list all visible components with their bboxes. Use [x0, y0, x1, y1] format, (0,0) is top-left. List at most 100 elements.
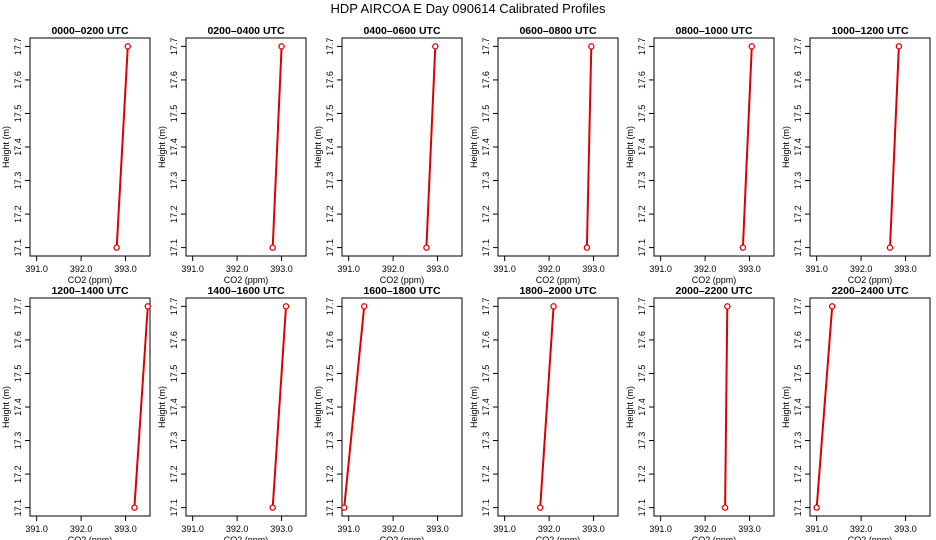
x-tick-label: 393.0	[426, 264, 449, 274]
y-tick-label: 17.5	[637, 105, 647, 123]
y-tick-label: 17.3	[169, 432, 179, 450]
data-point	[895, 43, 903, 50]
data-point	[721, 504, 729, 511]
y-tick-label: 17.7	[13, 298, 23, 316]
profile-line	[271, 46, 283, 248]
y-tick-label: 17.6	[793, 71, 803, 89]
x-tick-label: 393.0	[738, 524, 761, 534]
y-tick-label: 17.5	[13, 365, 23, 383]
x-tick-label: 391.0	[805, 264, 828, 274]
y-tick-label: 17.2	[637, 205, 647, 223]
y-tick-label: 17.3	[13, 432, 23, 450]
data-point	[124, 43, 132, 50]
y-tick-label: 17.6	[13, 71, 23, 89]
y-tick-label: 17.3	[637, 172, 647, 190]
y-tick-label: 17.4	[325, 138, 335, 156]
y-tick-label: 17.3	[169, 172, 179, 190]
x-axis-label: CO2 (ppm)	[380, 535, 425, 540]
y-tick-label: 17.2	[481, 465, 491, 483]
x-axis-label: CO2 (ppm)	[692, 275, 737, 285]
y-tick-label: 17.5	[169, 365, 179, 383]
x-tick-label: 393.0	[738, 264, 761, 274]
y-tick-label: 17.6	[481, 71, 491, 89]
y-tick-label: 17.5	[325, 365, 335, 383]
y-tick-label: 17.3	[13, 172, 23, 190]
y-tick-label: 17.1	[637, 499, 647, 517]
y-tick-label: 17.3	[325, 172, 335, 190]
x-tick-label: 393.0	[114, 524, 137, 534]
x-tick-label: 392.0	[694, 524, 717, 534]
data-point	[550, 303, 557, 310]
y-tick-label: 17.1	[13, 499, 23, 517]
plot-frame	[185, 37, 307, 257]
x-tick-label: 391.0	[337, 264, 360, 274]
y-tick-label: 17.3	[481, 172, 491, 190]
data-point	[278, 43, 285, 50]
y-tick-label: 17.1	[793, 499, 803, 517]
x-tick-label: 391.0	[337, 524, 360, 534]
x-tick-label: 391.0	[493, 264, 516, 274]
plot-frame	[497, 37, 619, 257]
y-tick-label: 17.7	[169, 38, 179, 56]
plot-frame	[341, 37, 463, 257]
y-tick-label: 17.2	[637, 465, 647, 483]
plot-frame	[341, 297, 463, 517]
chart-title: 0400–0600 UTC	[363, 25, 440, 37]
chart-title: 0600–0800 UTC	[519, 25, 596, 37]
y-tick-label: 17.7	[637, 298, 647, 316]
y-axis-label: Height (m)	[469, 386, 479, 428]
y-tick-label: 17.5	[13, 105, 23, 123]
y-tick-label: 17.4	[325, 398, 335, 416]
x-tick-label: 393.0	[894, 524, 917, 534]
y-axis-label: Height (m)	[313, 126, 323, 168]
y-tick-label: 17.1	[481, 239, 491, 257]
y-tick-label: 17.1	[169, 499, 179, 517]
x-tick-label: 392.0	[538, 524, 561, 534]
y-tick-label: 17.6	[169, 71, 179, 89]
plot-frame	[29, 37, 151, 257]
data-point	[583, 244, 591, 251]
y-tick-label: 17.6	[793, 331, 803, 349]
x-axis-label: CO2 (ppm)	[68, 275, 113, 285]
data-point	[536, 504, 544, 511]
x-tick-label: 391.0	[181, 524, 204, 534]
y-tick-label: 17.4	[637, 138, 647, 156]
y-tick-label: 17.3	[793, 432, 803, 450]
plot-frame	[653, 37, 775, 257]
y-tick-label: 17.2	[325, 465, 335, 483]
x-tick-label: 393.0	[582, 524, 605, 534]
y-tick-label: 17.1	[637, 239, 647, 257]
y-tick-label: 17.7	[481, 298, 491, 316]
x-axis-label: CO2 (ppm)	[68, 535, 113, 540]
y-tick-label: 17.2	[13, 465, 23, 483]
y-tick-label: 17.5	[637, 365, 647, 383]
chart-title: 1800–2000 UTC	[519, 285, 596, 297]
y-tick-label: 17.7	[481, 38, 491, 56]
y-tick-label: 17.4	[637, 398, 647, 416]
y-tick-label: 17.1	[13, 239, 23, 257]
y-tick-label: 17.2	[169, 465, 179, 483]
x-axis-label: CO2 (ppm)	[848, 535, 893, 540]
chart-title: 0200–0400 UTC	[207, 25, 284, 37]
x-tick-label: 391.0	[493, 524, 516, 534]
plot-frame	[497, 297, 619, 517]
x-tick-label: 391.0	[25, 524, 48, 534]
profile-line	[425, 46, 437, 248]
x-tick-label: 393.0	[426, 524, 449, 534]
profile-line	[889, 46, 900, 248]
data-point	[269, 504, 276, 511]
y-tick-label: 17.4	[793, 138, 803, 156]
y-axis-label: Height (m)	[157, 386, 167, 428]
profile-line	[724, 306, 729, 508]
plot-frame	[809, 37, 931, 257]
y-tick-label: 17.5	[481, 105, 491, 123]
y-tick-label: 17.4	[13, 138, 23, 156]
x-tick-label: 392.0	[538, 264, 561, 274]
y-tick-label: 17.3	[793, 172, 803, 190]
page-title: HDP AIRCOA E Day 090614 Calibrated Profi…	[330, 1, 606, 16]
